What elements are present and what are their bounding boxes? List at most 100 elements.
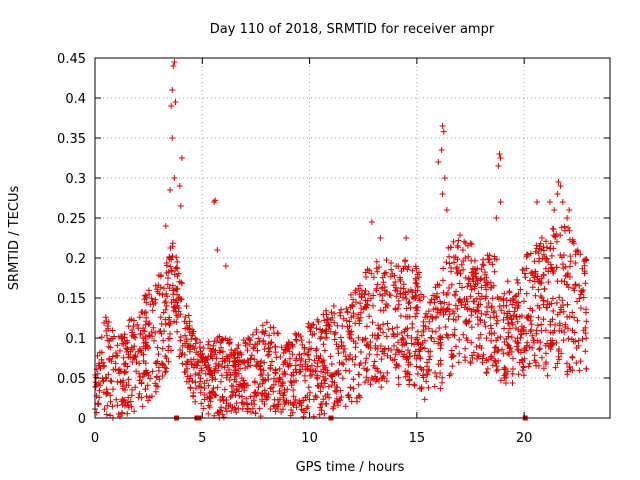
- data-point: [481, 269, 488, 276]
- data-point: [545, 279, 552, 285]
- data-point: [192, 379, 199, 386]
- data-point: [132, 353, 139, 360]
- data-point: [559, 199, 566, 205]
- data-point: [470, 306, 477, 313]
- data-point: [363, 374, 370, 381]
- data-point: [504, 320, 511, 327]
- data-point: [377, 307, 384, 314]
- data-point: [129, 329, 136, 336]
- data-point: [537, 240, 544, 247]
- data-point: [421, 396, 428, 403]
- data-point: [403, 356, 410, 363]
- data-point: [129, 386, 136, 393]
- data-point: [437, 345, 444, 352]
- data-point: [96, 387, 103, 394]
- data-point: [163, 269, 170, 276]
- data-point: [493, 320, 500, 327]
- data-point: [142, 386, 149, 393]
- data-point: [491, 357, 498, 364]
- data-point: [167, 263, 174, 270]
- data-point: [421, 337, 428, 344]
- data-point: [538, 354, 545, 361]
- data-point: [481, 319, 488, 326]
- data-point: [504, 314, 511, 321]
- data-point: [564, 314, 571, 320]
- data-point: [397, 291, 404, 297]
- data-point: [533, 362, 540, 369]
- data-point: [301, 409, 308, 416]
- data-point: [571, 287, 578, 294]
- data-point: [505, 329, 512, 336]
- data-point: [480, 262, 487, 269]
- data-point: [523, 344, 530, 351]
- data-point: [119, 409, 126, 416]
- data-point: [257, 366, 264, 373]
- data-point: [566, 274, 573, 280]
- data-point: [264, 394, 271, 401]
- data-point: [435, 159, 442, 165]
- data-point: [200, 354, 207, 361]
- data-point: [116, 370, 123, 377]
- data-point: [446, 301, 452, 308]
- data-point: [257, 372, 264, 379]
- data-point: [141, 296, 148, 303]
- data-point: [186, 322, 193, 329]
- data-point: [292, 336, 299, 343]
- data-point: [207, 368, 214, 375]
- data-point: [234, 350, 241, 357]
- data-point: [432, 305, 439, 312]
- data-point: [258, 371, 265, 377]
- data-point: [395, 305, 401, 312]
- data-point: [452, 292, 459, 299]
- data-point: [252, 341, 259, 348]
- data-point: [512, 293, 519, 300]
- data-point: [489, 295, 496, 302]
- data-point: [384, 302, 391, 309]
- data-point: [414, 307, 420, 314]
- data-point: [374, 281, 381, 288]
- data-point: [470, 298, 477, 305]
- data-point: [462, 318, 469, 325]
- data-point: [501, 372, 508, 379]
- data-point: [226, 376, 233, 383]
- data-point: [395, 263, 402, 270]
- data-point: [523, 265, 530, 272]
- data-point: [277, 353, 284, 360]
- data-point: [424, 371, 431, 378]
- data-point: [537, 339, 544, 346]
- data-point: [233, 387, 240, 394]
- data-point: [408, 334, 415, 341]
- data-point: [437, 385, 444, 392]
- data-point: [291, 379, 297, 385]
- data-point: [333, 388, 340, 395]
- data-point: [533, 242, 540, 249]
- data-point: [289, 409, 296, 416]
- data-point: [224, 408, 230, 415]
- data-point: [566, 363, 573, 370]
- data-point: [535, 314, 542, 321]
- data-point: [360, 306, 367, 313]
- y-tick-label: 0.15: [57, 292, 86, 307]
- data-point: [547, 346, 554, 353]
- data-point: [448, 264, 454, 271]
- data-point: [233, 400, 240, 407]
- data-point: [462, 274, 469, 281]
- data-point: [131, 343, 138, 350]
- data-point: [537, 280, 544, 287]
- data-point: [426, 318, 433, 325]
- data-point: [165, 275, 171, 281]
- data-point: [259, 329, 265, 336]
- data-point: [395, 381, 402, 388]
- data-point: [306, 356, 313, 363]
- data-point: [473, 343, 480, 350]
- data-point: [424, 314, 431, 320]
- data-point: [451, 332, 458, 339]
- data-point: [569, 354, 576, 361]
- data-point: [167, 320, 174, 327]
- data-point: [154, 383, 161, 390]
- data-point: [346, 329, 353, 336]
- data-point: [564, 270, 571, 277]
- data-point: [218, 344, 224, 351]
- data-point: [114, 352, 121, 359]
- data-point: [504, 342, 511, 349]
